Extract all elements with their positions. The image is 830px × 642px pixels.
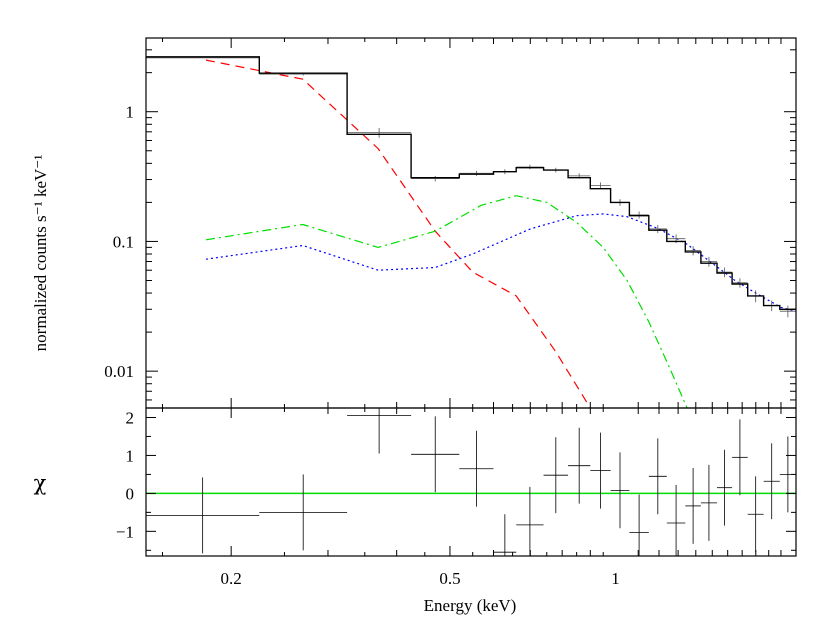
y-tick-label: 1 — [126, 446, 135, 465]
y-axis-title-spectrum: normalized counts s⁻¹ keV⁻¹ — [31, 155, 50, 352]
spectrum-plot-area — [146, 56, 796, 408]
model-component-dash-dot — [205, 195, 688, 408]
y-tick-label: 2 — [126, 408, 135, 427]
y-tick-label: −1 — [116, 522, 134, 541]
x-axis-title: Energy (keV) — [424, 596, 517, 615]
model-component-dotted — [205, 213, 796, 312]
residual-plot-area — [146, 408, 796, 556]
x-tick-label: 1 — [611, 569, 620, 588]
x-tick-label: 0.5 — [439, 569, 460, 588]
y-tick-label: 0.01 — [104, 362, 134, 381]
y-tick-label: 0.1 — [113, 232, 134, 251]
y-tick-label: 0 — [126, 484, 135, 503]
y-tick-label: 1 — [126, 103, 135, 122]
x-tick-label: 0.2 — [221, 569, 242, 588]
model-component-dashed — [205, 59, 591, 408]
residual-frame — [145, 407, 797, 557]
spectrum-frame — [145, 37, 797, 409]
total-model-step — [146, 56, 796, 310]
spectrum-panel: 0.01 0.1 1 — [104, 37, 797, 409]
residual-panel: 0.2 0.5 1 −1 0 1 2 — [116, 38, 797, 588]
y-axis-title-residuals: χ — [34, 471, 47, 495]
